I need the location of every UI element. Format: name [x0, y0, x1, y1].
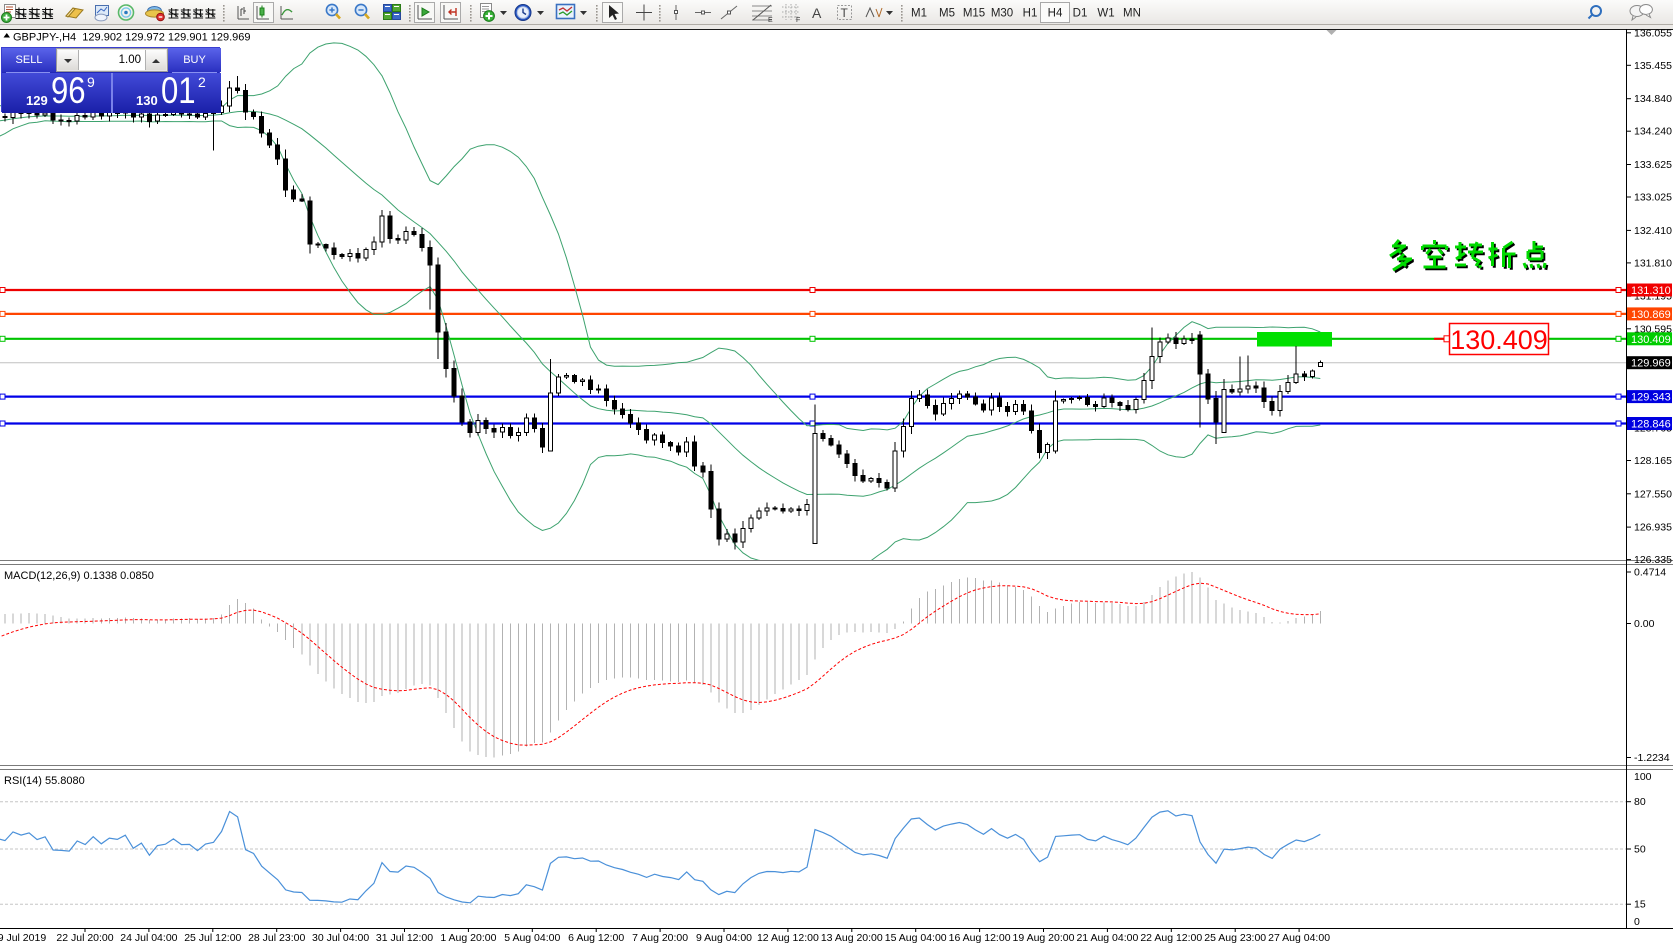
svg-text:100: 100 — [1634, 771, 1652, 783]
svg-text:15 Aug 04:00: 15 Aug 04:00 — [885, 932, 947, 944]
svg-text:134.840: 134.840 — [1634, 93, 1672, 105]
svg-text:9 Aug 04:00: 9 Aug 04:00 — [696, 932, 752, 944]
svg-text:M1: M1 — [911, 8, 927, 20]
svg-text:136.055: 136.055 — [1634, 27, 1672, 39]
svg-text:129.969: 129.969 — [1631, 358, 1671, 370]
svg-text:24 Jul 04:00: 24 Jul 04:00 — [120, 932, 177, 944]
svg-text:19 Jul 2019: 19 Jul 2019 — [0, 932, 46, 944]
svg-text:133.025: 133.025 — [1634, 192, 1672, 204]
svg-text:19 Aug 20:00: 19 Aug 20:00 — [1013, 932, 1075, 944]
svg-text:135.455: 135.455 — [1634, 60, 1672, 72]
svg-text:H4: H4 — [1048, 8, 1063, 20]
svg-text:M15: M15 — [963, 8, 985, 20]
svg-text:126.335: 126.335 — [1634, 554, 1672, 566]
svg-text:25 Aug 23:00: 25 Aug 23:00 — [1204, 932, 1266, 944]
svg-text:A: A — [812, 5, 822, 21]
svg-text:0.4714: 0.4714 — [1634, 567, 1666, 579]
svg-text:D1: D1 — [1073, 8, 1088, 20]
svg-text:H1: H1 — [1023, 8, 1038, 20]
svg-text:7 Aug 20:00: 7 Aug 20:00 — [632, 932, 688, 944]
svg-text:M30: M30 — [991, 8, 1013, 20]
svg-text:130.409: 130.409 — [1631, 334, 1671, 346]
svg-text:30 Jul 04:00: 30 Jul 04:00 — [312, 932, 369, 944]
svg-text:132.410: 132.410 — [1634, 225, 1672, 237]
svg-text:131.310: 131.310 — [1631, 285, 1671, 297]
svg-text:31 Jul 12:00: 31 Jul 12:00 — [376, 932, 433, 944]
svg-text:25 Jul 12:00: 25 Jul 12:00 — [184, 932, 241, 944]
svg-text:134.240: 134.240 — [1634, 126, 1672, 138]
svg-text:E: E — [768, 17, 773, 24]
svg-text:12 Aug 12:00: 12 Aug 12:00 — [757, 932, 819, 944]
svg-text:27 Aug 04:00: 27 Aug 04:00 — [1268, 932, 1330, 944]
svg-text:131.810: 131.810 — [1634, 257, 1672, 269]
svg-text:GBPJPY-,H4 129.902 129.972 12: GBPJPY-,H4 129.902 129.972 129.901 129.9… — [13, 32, 251, 44]
svg-text:-1.2234: -1.2234 — [1634, 752, 1670, 764]
svg-text:5 Aug 04:00: 5 Aug 04:00 — [504, 932, 560, 944]
svg-text:16 Aug 12:00: 16 Aug 12:00 — [949, 932, 1011, 944]
svg-text:13 Aug 20:00: 13 Aug 20:00 — [821, 932, 883, 944]
svg-text:127.550: 127.550 — [1634, 488, 1672, 500]
svg-text:F: F — [796, 17, 800, 24]
svg-text:MN: MN — [1123, 8, 1141, 20]
svg-text:0: 0 — [1634, 916, 1640, 928]
svg-text:6 Aug 12:00: 6 Aug 12:00 — [568, 932, 624, 944]
svg-text:RSI(14) 55.8080: RSI(14) 55.8080 — [4, 775, 85, 787]
svg-text:W1: W1 — [1097, 8, 1114, 20]
svg-text:22 Jul 20:00: 22 Jul 20:00 — [56, 932, 113, 944]
svg-text:0.00: 0.00 — [1634, 618, 1655, 630]
svg-text:T: T — [841, 6, 849, 20]
svg-text:MACD(12,26,9) 0.1338 0.0850: MACD(12,26,9) 0.1338 0.0850 — [4, 570, 154, 582]
svg-text:129.343: 129.343 — [1631, 392, 1671, 404]
svg-text:130.409: 130.409 — [1450, 325, 1548, 355]
svg-text:M5: M5 — [939, 8, 955, 20]
svg-text:1 Aug 20:00: 1 Aug 20:00 — [440, 932, 496, 944]
svg-text:21 Aug 04:00: 21 Aug 04:00 — [1076, 932, 1138, 944]
svg-text:15: 15 — [1634, 899, 1646, 911]
svg-text:128.165: 128.165 — [1634, 455, 1672, 467]
svg-text:50: 50 — [1634, 844, 1646, 856]
svg-text:126.935: 126.935 — [1634, 522, 1672, 534]
svg-text:80: 80 — [1634, 796, 1646, 808]
svg-text:22 Aug 12:00: 22 Aug 12:00 — [1140, 932, 1202, 944]
svg-text:128.846: 128.846 — [1631, 419, 1671, 431]
svg-text:130.869: 130.869 — [1631, 309, 1671, 321]
svg-text:28 Jul 23:00: 28 Jul 23:00 — [248, 932, 305, 944]
svg-text:133.625: 133.625 — [1634, 159, 1672, 171]
